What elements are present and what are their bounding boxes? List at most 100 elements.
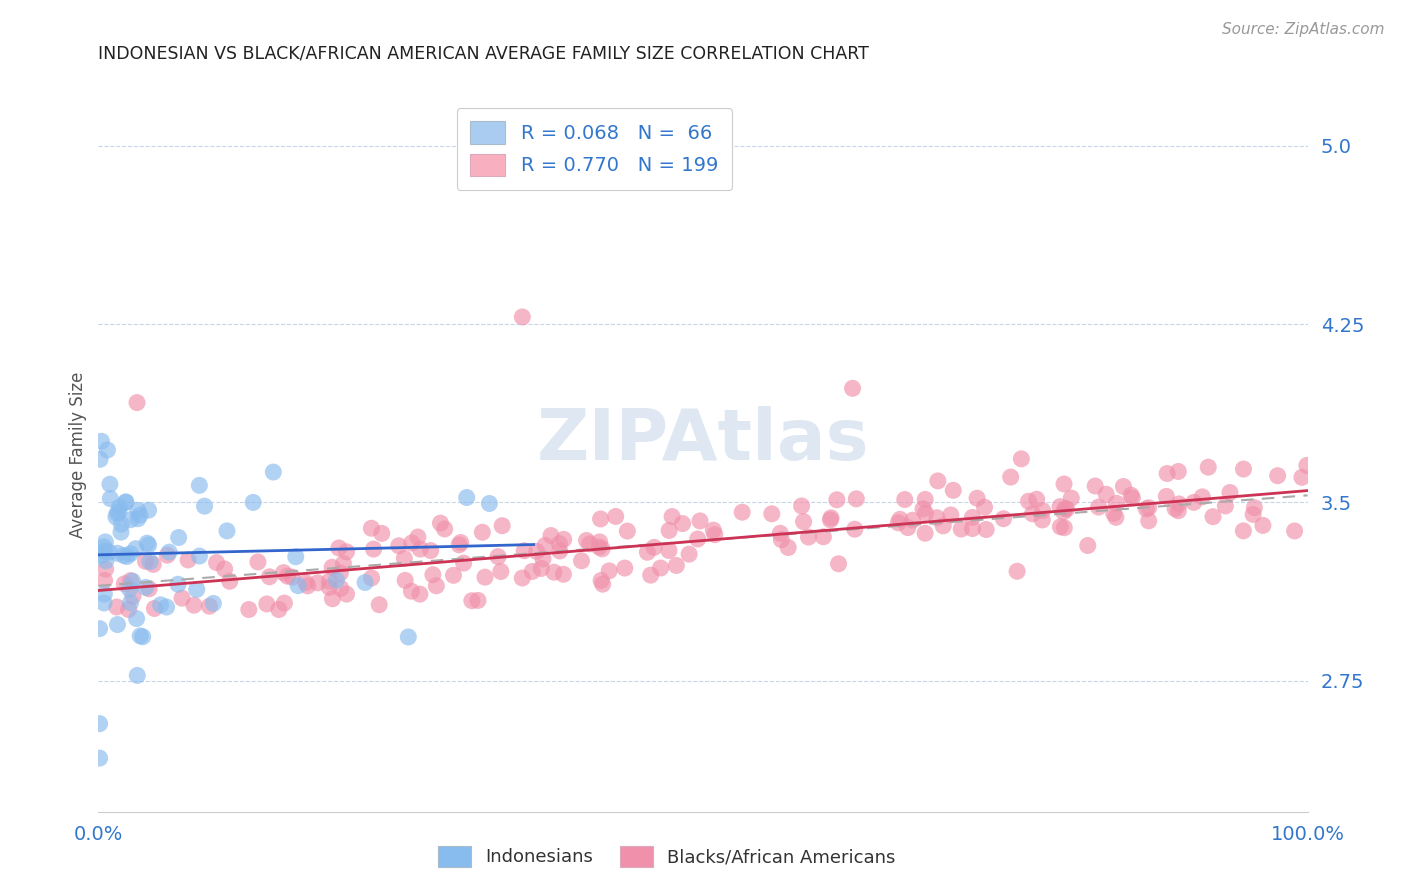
Point: [177, 553, 200, 567]
Point: [1025, 492, 1047, 507]
Point: [321, 560, 343, 574]
Point: [512, 310, 534, 324]
Point: [98, 545, 121, 559]
Point: [1053, 521, 1076, 535]
Point: [108, 505, 131, 519]
Point: [256, 597, 278, 611]
Point: [188, 549, 211, 563]
Point: [120, 596, 142, 610]
Point: [157, 545, 180, 559]
Point: [89, 716, 111, 731]
Point: [363, 542, 385, 557]
Point: [1018, 494, 1040, 508]
Point: [778, 541, 800, 555]
Point: [360, 571, 382, 585]
Point: [671, 516, 693, 531]
Point: [1291, 470, 1313, 484]
Point: [401, 536, 423, 550]
Point: [1232, 524, 1254, 538]
Point: [661, 509, 683, 524]
Point: [193, 499, 215, 513]
Point: [238, 602, 260, 616]
Point: [650, 561, 672, 575]
Point: [394, 551, 416, 566]
Point: [658, 543, 681, 558]
Point: [108, 500, 131, 514]
Point: [844, 522, 866, 536]
Point: [453, 556, 475, 570]
Point: [287, 579, 309, 593]
Point: [1084, 479, 1107, 493]
Point: [962, 522, 984, 536]
Point: [143, 601, 166, 615]
Point: [321, 591, 343, 606]
Point: [419, 543, 441, 558]
Point: [548, 537, 571, 551]
Point: [262, 465, 284, 479]
Point: [1182, 495, 1205, 509]
Point: [974, 523, 997, 537]
Point: [1021, 507, 1043, 521]
Point: [115, 495, 138, 509]
Point: [115, 549, 138, 564]
Point: [120, 513, 142, 527]
Point: [478, 496, 501, 510]
Point: [214, 562, 236, 576]
Point: [429, 516, 451, 530]
Point: [1156, 467, 1178, 481]
Point: [297, 579, 319, 593]
Point: [273, 596, 295, 610]
Point: [540, 528, 562, 542]
Text: Source: ZipAtlas.com: Source: ZipAtlas.com: [1222, 22, 1385, 37]
Point: [588, 540, 610, 554]
Point: [156, 548, 179, 562]
Point: [1167, 504, 1189, 518]
Point: [325, 573, 347, 587]
Point: [368, 598, 391, 612]
Point: [112, 577, 135, 591]
Point: [107, 617, 129, 632]
Point: [388, 539, 411, 553]
Point: [939, 508, 962, 522]
Point: [328, 541, 350, 555]
Point: [104, 510, 127, 524]
Point: [318, 574, 340, 589]
Y-axis label: Average Family Size: Average Family Size: [69, 372, 87, 538]
Point: [531, 552, 554, 566]
Point: [127, 503, 149, 517]
Point: [394, 574, 416, 588]
Point: [121, 574, 143, 589]
Point: [129, 508, 152, 523]
Point: [1102, 507, 1125, 521]
Point: [914, 492, 936, 507]
Point: [450, 535, 472, 549]
Point: [360, 521, 382, 535]
Point: [409, 587, 432, 601]
Point: [486, 549, 509, 564]
Point: [665, 558, 688, 573]
Point: [962, 510, 984, 524]
Point: [114, 495, 136, 509]
Point: [530, 561, 553, 575]
Point: [1267, 468, 1289, 483]
Point: [1087, 500, 1109, 514]
Point: [89, 751, 111, 765]
Point: [686, 532, 709, 546]
Point: [605, 509, 627, 524]
Point: [425, 579, 447, 593]
Point: [1049, 500, 1071, 514]
Point: [335, 587, 357, 601]
Point: [332, 557, 354, 571]
Point: [135, 554, 157, 568]
Point: [927, 474, 949, 488]
Point: [613, 561, 636, 575]
Point: [1052, 505, 1074, 519]
Point: [89, 452, 111, 467]
Point: [579, 537, 602, 551]
Point: [149, 598, 172, 612]
Text: INDONESIAN VS BLACK/AFRICAN AMERICAN AVERAGE FAMILY SIZE CORRELATION CHART: INDONESIAN VS BLACK/AFRICAN AMERICAN AVE…: [98, 45, 869, 62]
Point: [1232, 462, 1254, 476]
Point: [1219, 485, 1241, 500]
Point: [761, 507, 783, 521]
Point: [702, 523, 724, 537]
